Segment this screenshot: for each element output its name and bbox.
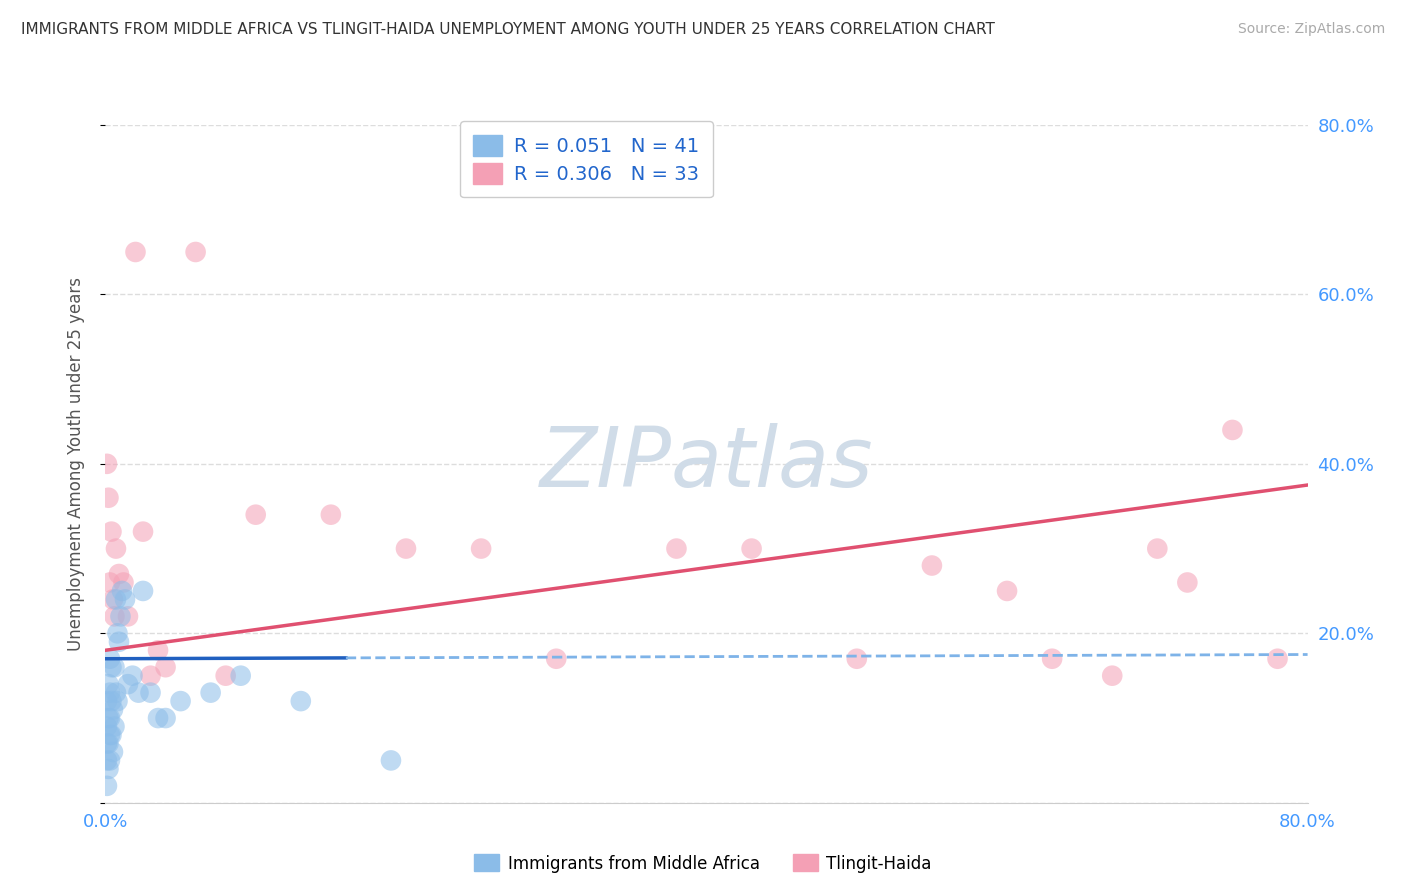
Text: IMMIGRANTS FROM MIDDLE AFRICA VS TLINGIT-HAIDA UNEMPLOYMENT AMONG YOUTH UNDER 25: IMMIGRANTS FROM MIDDLE AFRICA VS TLINGIT…	[21, 22, 995, 37]
Point	[100, 524, 122, 539]
Point	[1146, 541, 1168, 556]
Point	[229, 669, 252, 683]
Point	[184, 244, 207, 259]
Point	[214, 669, 236, 683]
Point	[97, 711, 120, 725]
Point	[101, 703, 124, 717]
Point	[200, 685, 222, 699]
Point	[100, 728, 122, 742]
Point	[117, 677, 139, 691]
Point	[155, 660, 177, 674]
Point	[139, 669, 162, 683]
Point	[104, 592, 127, 607]
Point	[98, 711, 121, 725]
Point	[103, 660, 125, 674]
Point	[380, 753, 402, 767]
Point	[104, 685, 127, 699]
Point	[155, 711, 177, 725]
Point	[146, 711, 169, 725]
Point	[96, 779, 118, 793]
Point	[104, 541, 127, 556]
Point	[395, 541, 418, 556]
Point	[1101, 669, 1123, 683]
Point	[100, 660, 122, 674]
Point	[921, 558, 943, 573]
Point	[128, 685, 150, 699]
Text: Source: ZipAtlas.com: Source: ZipAtlas.com	[1237, 22, 1385, 37]
Point	[97, 737, 120, 751]
Point	[98, 685, 121, 699]
Point	[96, 737, 118, 751]
Point	[103, 609, 125, 624]
Point	[96, 457, 118, 471]
Point	[741, 541, 763, 556]
Point	[139, 685, 162, 699]
Point	[290, 694, 312, 708]
Point	[103, 719, 125, 733]
Point	[101, 592, 124, 607]
Point	[546, 651, 568, 665]
Point	[1175, 575, 1198, 590]
Point	[98, 753, 121, 767]
Legend: R = 0.051   N = 41, R = 0.306   N = 33: R = 0.051 N = 41, R = 0.306 N = 33	[460, 121, 713, 197]
Point	[107, 626, 129, 640]
Point	[132, 524, 155, 539]
Point	[98, 728, 121, 742]
Y-axis label: Unemployment Among Youth under 25 years: Unemployment Among Youth under 25 years	[66, 277, 84, 651]
Point	[108, 635, 131, 649]
Point	[470, 541, 492, 556]
Point	[121, 669, 143, 683]
Point	[100, 694, 122, 708]
Point	[101, 745, 124, 759]
Point	[97, 762, 120, 776]
Point	[98, 575, 121, 590]
Point	[110, 609, 132, 624]
Point	[1267, 651, 1289, 665]
Point	[132, 584, 155, 599]
Point	[96, 719, 118, 733]
Point	[108, 567, 131, 582]
Text: ZIPatlas: ZIPatlas	[540, 424, 873, 504]
Point	[245, 508, 267, 522]
Point	[97, 491, 120, 505]
Point	[665, 541, 688, 556]
Point	[112, 575, 135, 590]
Point	[96, 694, 118, 708]
Point	[117, 609, 139, 624]
Point	[319, 508, 342, 522]
Point	[98, 651, 121, 665]
Point	[107, 694, 129, 708]
Point	[124, 244, 146, 259]
Point	[97, 677, 120, 691]
Point	[114, 592, 136, 607]
Point	[146, 643, 169, 657]
Point	[1040, 651, 1063, 665]
Point	[96, 753, 118, 767]
Point	[111, 584, 134, 599]
Point	[995, 584, 1018, 599]
Point	[845, 651, 868, 665]
Legend: Immigrants from Middle Africa, Tlingit-Haida: Immigrants from Middle Africa, Tlingit-H…	[468, 847, 938, 880]
Point	[1222, 423, 1244, 437]
Point	[169, 694, 191, 708]
